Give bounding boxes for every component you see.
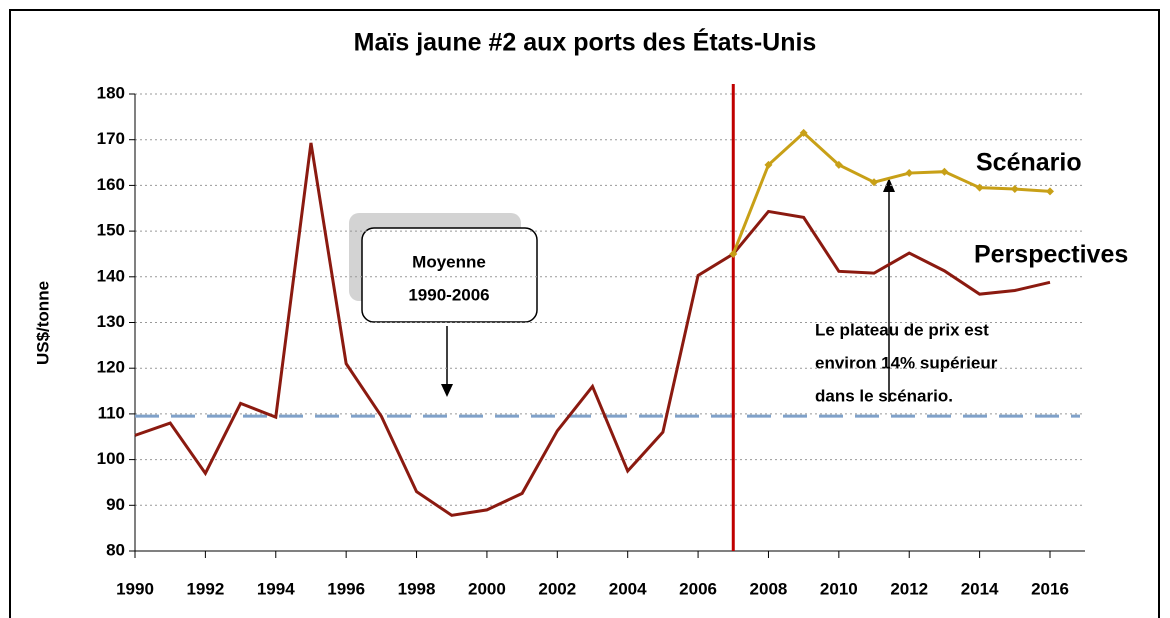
x-tick-label: 1994 [257, 579, 295, 598]
note-arrowhead [883, 178, 895, 192]
marker [1046, 187, 1054, 196]
x-tick-label: 2004 [609, 579, 647, 598]
y-tick-label: 140 [97, 266, 125, 285]
y-tick-label: 160 [97, 175, 125, 194]
x-tick-label: 2008 [750, 579, 788, 598]
y-tick-label: 130 [97, 312, 125, 331]
marker [940, 167, 949, 176]
plateau-note: dans le scénario. [815, 386, 953, 405]
marker [975, 183, 984, 192]
marker [1010, 185, 1019, 194]
y-tick-label: 100 [97, 449, 125, 468]
x-tick-label: 2000 [468, 579, 506, 598]
y-tick-label: 120 [97, 358, 125, 377]
series-label: Scénario [976, 149, 1082, 177]
y-tick-label: 170 [97, 129, 125, 148]
x-tick-label: 2002 [538, 579, 576, 598]
marker [729, 249, 738, 258]
marker [870, 178, 879, 187]
average-note: Moyenne [412, 252, 486, 271]
x-tick-label: 2006 [679, 579, 717, 598]
marker [799, 128, 808, 137]
y-axis-label: US$/tonne [33, 281, 52, 365]
x-tick-label: 1990 [116, 579, 154, 598]
series-label: Perspectives [974, 241, 1128, 269]
x-tick-label: 1992 [186, 579, 224, 598]
y-tick-label: 150 [97, 221, 125, 240]
y-tick-label: 180 [97, 83, 125, 102]
marker [905, 169, 914, 178]
note-arrowhead [441, 384, 453, 397]
plateau-note: Le plateau de prix est [815, 320, 989, 339]
x-tick-label: 1998 [398, 579, 436, 598]
plateau-note: environ 14% supérieur [815, 353, 998, 372]
y-tick-label: 90 [106, 495, 125, 514]
x-tick-label: 2012 [890, 579, 928, 598]
note-box [361, 227, 538, 323]
frame [9, 9, 1160, 618]
chart-title: Maïs jaune #2 aux ports des États-Unis [354, 28, 817, 57]
y-tick-label: 110 [98, 403, 125, 422]
x-tick-label: 2016 [1031, 579, 1069, 598]
marker [764, 160, 773, 169]
x-tick-label: 2010 [820, 579, 858, 598]
series-line [134, 142, 1051, 517]
y-tick-label: 80 [106, 540, 125, 559]
x-tick-label: 1996 [327, 579, 365, 598]
series-line [731, 130, 1051, 255]
marker [834, 160, 843, 169]
x-tick-label: 2014 [961, 579, 999, 598]
average-note: 1990-2006 [408, 285, 489, 304]
